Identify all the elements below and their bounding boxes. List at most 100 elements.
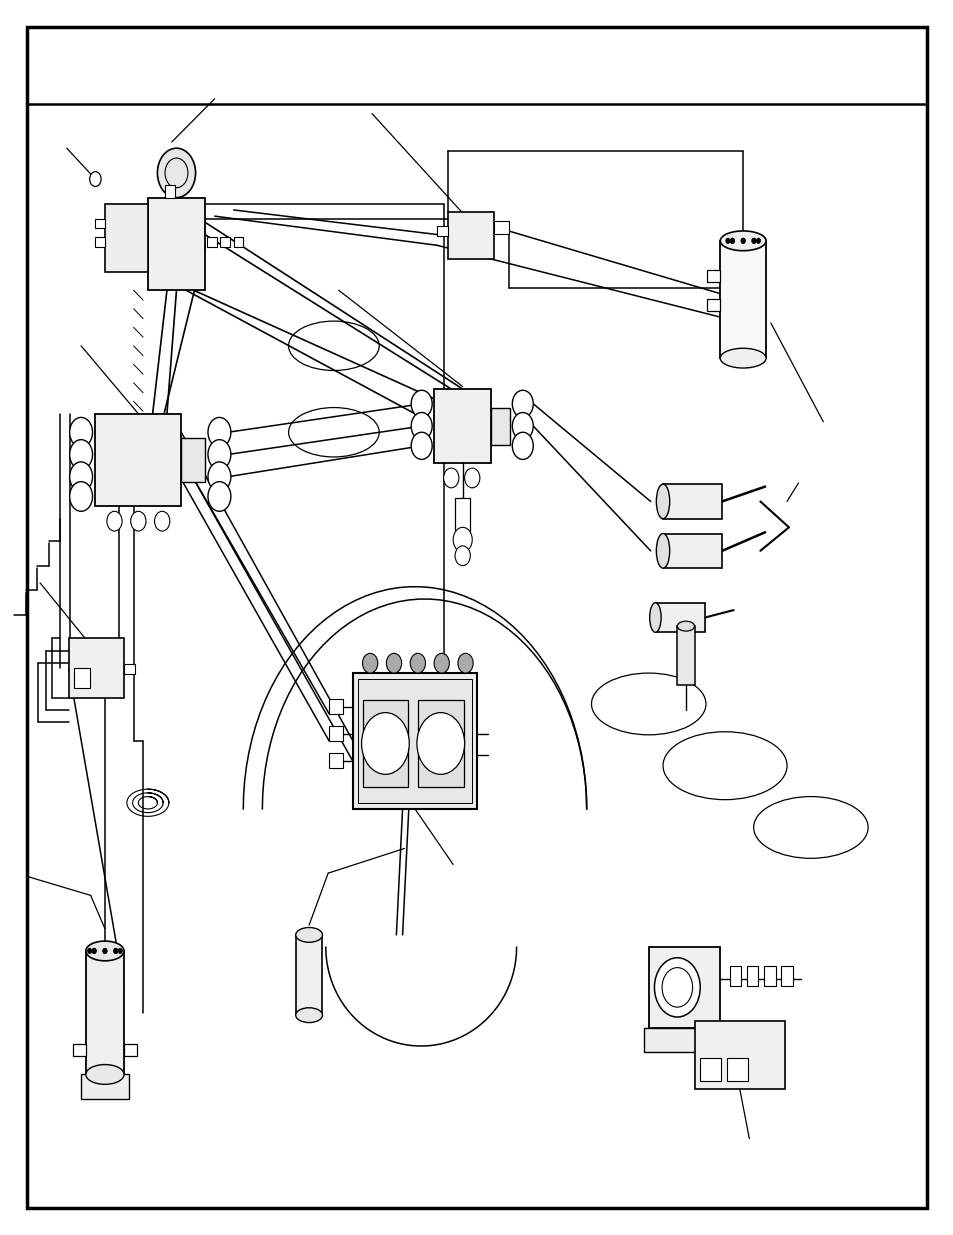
Bar — [436, 226, 448, 236]
Bar — [353, 673, 476, 809]
Bar — [207, 237, 216, 247]
Circle shape — [453, 527, 472, 552]
Bar — [124, 1044, 137, 1056]
Bar — [220, 237, 230, 247]
Circle shape — [654, 958, 700, 1018]
Bar — [95, 219, 105, 228]
Bar — [295, 935, 322, 1015]
Bar — [700, 1058, 720, 1081]
Circle shape — [725, 238, 729, 243]
Circle shape — [91, 948, 96, 953]
Bar — [662, 484, 721, 519]
Circle shape — [70, 417, 92, 447]
Circle shape — [208, 440, 231, 469]
Circle shape — [443, 468, 458, 488]
Bar — [329, 753, 343, 768]
Bar — [72, 1044, 86, 1056]
Bar — [677, 626, 694, 685]
Ellipse shape — [86, 1065, 124, 1084]
Bar — [448, 212, 494, 259]
Circle shape — [131, 511, 146, 531]
Bar — [81, 1074, 129, 1099]
Bar — [124, 664, 135, 674]
Ellipse shape — [649, 603, 660, 632]
Circle shape — [208, 482, 231, 511]
Circle shape — [154, 511, 170, 531]
Circle shape — [512, 390, 533, 417]
Bar — [729, 966, 740, 986]
Bar — [362, 700, 408, 787]
Bar — [95, 414, 181, 506]
Bar — [95, 237, 105, 247]
Circle shape — [411, 390, 432, 417]
Circle shape — [362, 653, 377, 673]
Bar — [726, 1058, 747, 1081]
Circle shape — [729, 238, 734, 243]
Bar — [86, 951, 124, 1074]
Circle shape — [751, 238, 756, 243]
Bar — [648, 947, 720, 1028]
Circle shape — [113, 948, 118, 953]
Circle shape — [118, 948, 122, 953]
Circle shape — [208, 462, 231, 492]
Bar — [455, 498, 470, 531]
Bar — [329, 726, 343, 741]
Bar — [643, 1028, 724, 1052]
Bar — [655, 603, 704, 632]
Circle shape — [411, 432, 432, 459]
Circle shape — [512, 412, 533, 440]
Bar — [706, 299, 720, 311]
Bar — [417, 700, 463, 787]
Bar — [491, 408, 510, 445]
Circle shape — [740, 238, 744, 243]
Circle shape — [416, 713, 464, 774]
Bar — [148, 198, 205, 290]
Ellipse shape — [86, 941, 124, 961]
Bar — [746, 966, 758, 986]
Bar — [181, 438, 205, 482]
Circle shape — [512, 432, 533, 459]
Circle shape — [157, 148, 195, 198]
Ellipse shape — [295, 927, 322, 942]
Circle shape — [411, 412, 432, 440]
Ellipse shape — [656, 534, 669, 568]
Bar — [763, 966, 775, 986]
Circle shape — [70, 440, 92, 469]
Bar — [434, 389, 491, 463]
Bar — [74, 668, 90, 688]
Circle shape — [386, 653, 401, 673]
Circle shape — [361, 713, 409, 774]
Ellipse shape — [677, 621, 694, 631]
Circle shape — [751, 238, 756, 243]
Circle shape — [464, 468, 479, 488]
Circle shape — [740, 238, 744, 243]
Ellipse shape — [656, 484, 669, 519]
Bar — [494, 221, 509, 233]
Bar — [233, 237, 243, 247]
Bar — [694, 1021, 784, 1089]
Circle shape — [70, 462, 92, 492]
Circle shape — [434, 653, 449, 673]
Circle shape — [91, 948, 96, 953]
Circle shape — [90, 172, 101, 186]
Circle shape — [107, 511, 122, 531]
Ellipse shape — [720, 348, 765, 368]
Bar — [357, 679, 472, 803]
Ellipse shape — [720, 231, 765, 251]
Circle shape — [113, 948, 118, 953]
Circle shape — [88, 948, 91, 953]
Bar — [329, 699, 343, 714]
Ellipse shape — [295, 1008, 322, 1023]
Bar — [662, 534, 721, 568]
Circle shape — [70, 482, 92, 511]
Circle shape — [729, 238, 734, 243]
Bar — [706, 269, 720, 282]
Bar — [69, 638, 124, 698]
Circle shape — [756, 238, 760, 243]
Bar — [105, 204, 148, 272]
Circle shape — [103, 948, 107, 953]
Circle shape — [457, 653, 473, 673]
Bar — [720, 241, 765, 358]
Circle shape — [208, 417, 231, 447]
Circle shape — [410, 653, 425, 673]
